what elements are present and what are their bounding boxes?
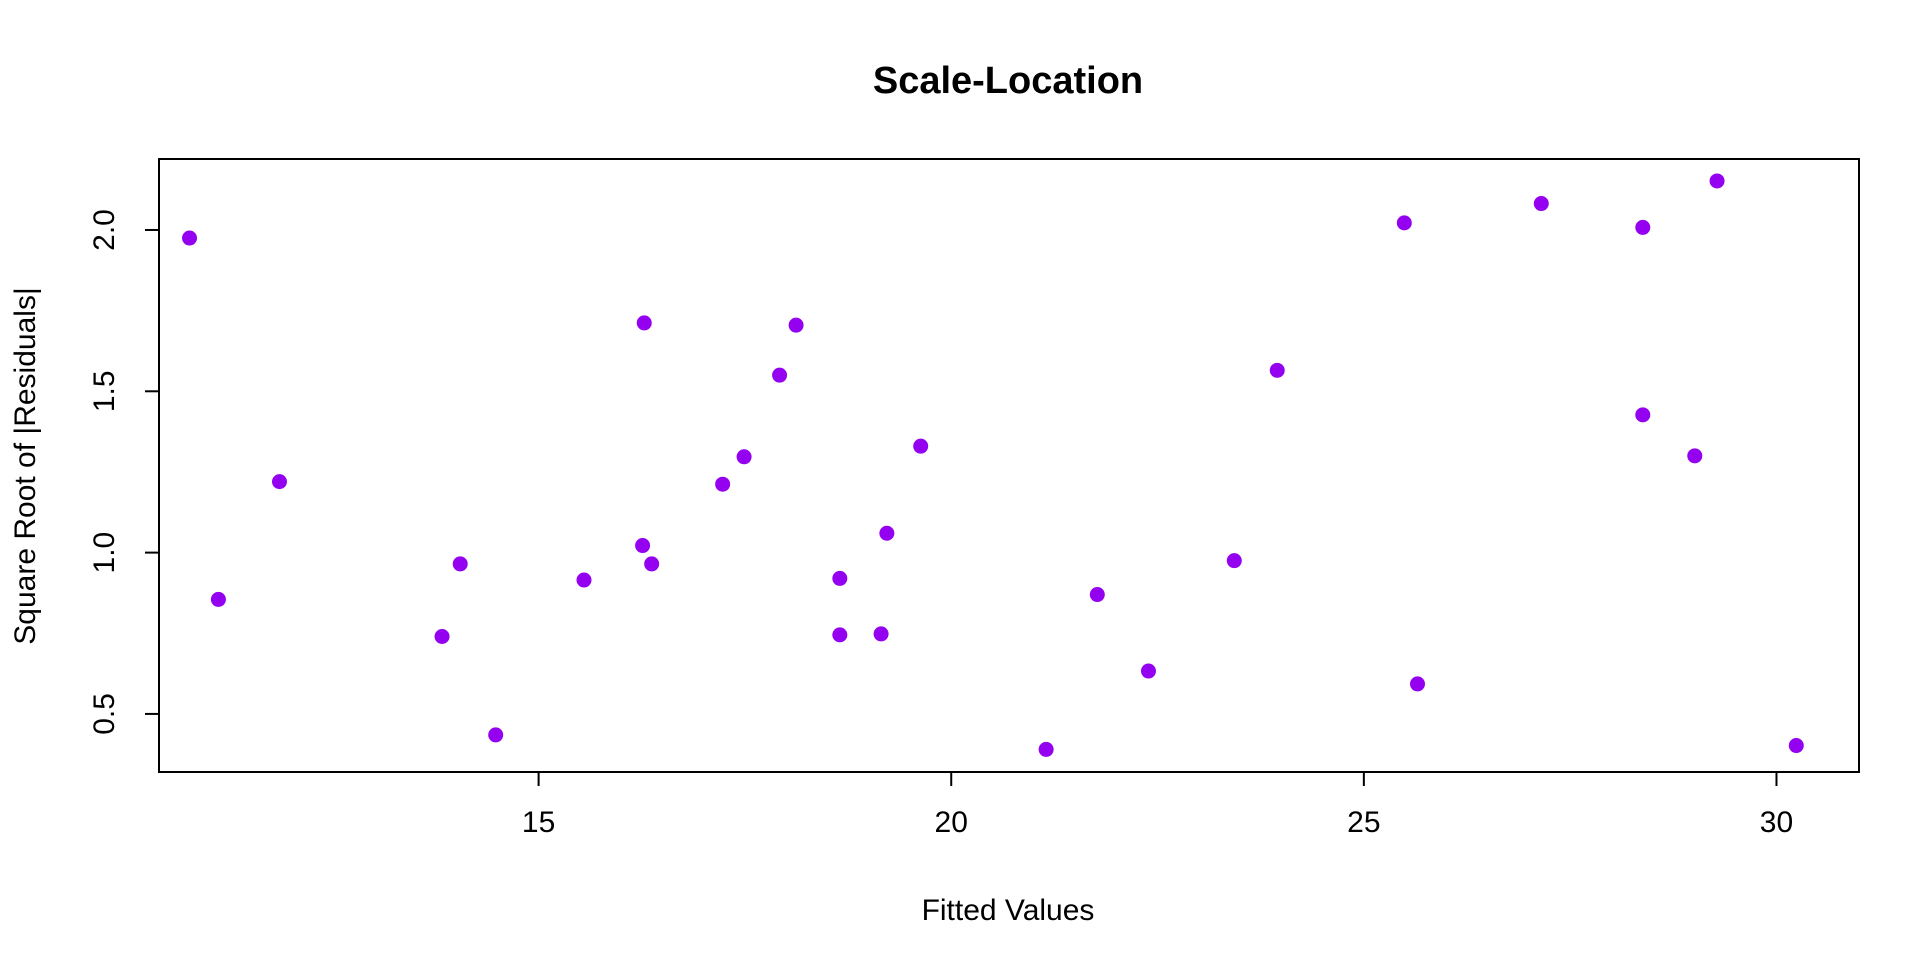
data-point: [210, 591, 226, 607]
data-point: [1038, 741, 1054, 757]
data-point: [644, 556, 660, 572]
data-point: [832, 627, 848, 643]
data-point: [635, 538, 651, 554]
data-point: [488, 727, 504, 743]
y-axis-label: Square Root of |Residuals|: [9, 287, 42, 644]
y-tick-label: 1.0: [88, 532, 121, 574]
x-tick-label: 15: [522, 806, 555, 839]
data-point: [1409, 676, 1425, 692]
data-point: [1687, 448, 1703, 464]
data-point: [772, 367, 788, 383]
data-point: [1635, 407, 1651, 423]
y-tick-label: 0.5: [88, 693, 121, 735]
data-point: [1635, 219, 1651, 235]
data-point: [1226, 553, 1242, 569]
x-axis-label: Fitted Values: [922, 894, 1095, 927]
data-point: [736, 449, 752, 465]
x-tick-label: 25: [1347, 806, 1380, 839]
data-point: [1140, 663, 1156, 679]
data-points: [182, 173, 1804, 757]
data-point: [788, 317, 804, 333]
data-point: [1788, 738, 1804, 754]
data-point: [1533, 196, 1549, 212]
x-axis: 15 20 25 30: [522, 771, 1793, 839]
data-point: [271, 474, 287, 490]
data-point: [832, 570, 848, 586]
x-tick-label: 30: [1760, 806, 1793, 839]
data-point: [913, 438, 929, 454]
chart-title: Scale-Location: [873, 60, 1143, 102]
x-tick-label: 20: [935, 806, 968, 839]
data-point: [576, 572, 592, 588]
plot-frame: [158, 158, 1860, 773]
data-point: [879, 525, 895, 541]
data-point: [1396, 215, 1412, 231]
y-tick-label: 2.0: [88, 209, 121, 251]
data-point: [1089, 587, 1105, 603]
data-point: [873, 626, 889, 642]
data-point: [1709, 173, 1725, 189]
data-point: [182, 230, 198, 246]
data-point: [434, 628, 450, 644]
data-point: [715, 476, 731, 492]
y-tick-label: 1.5: [88, 370, 121, 412]
data-point: [636, 315, 652, 331]
y-axis: 0.5 1.0 1.5 2.0: [88, 209, 160, 735]
data-point: [452, 556, 468, 572]
data-point: [1269, 362, 1285, 378]
